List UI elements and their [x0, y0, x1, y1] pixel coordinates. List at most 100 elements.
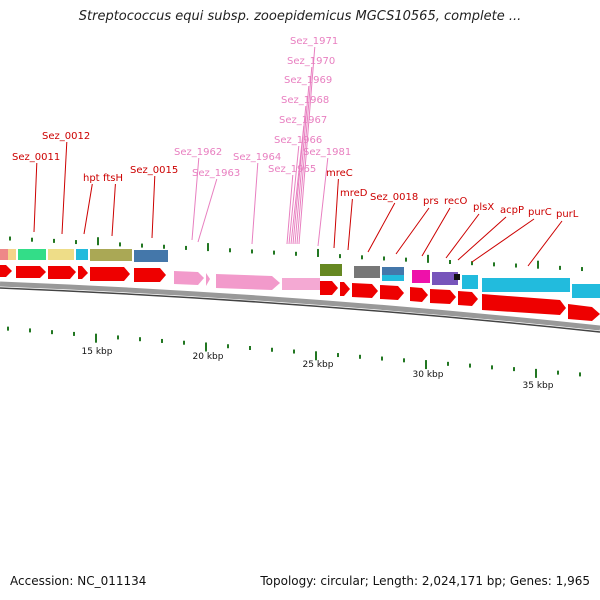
- gene-label[interactable]: Sez_1964: [233, 152, 281, 163]
- gene-label[interactable]: Sez_0015: [130, 165, 178, 176]
- feature-block[interactable]: [382, 267, 404, 275]
- feature-block[interactable]: [482, 278, 570, 292]
- map-title: Streptococcus equi subsp. zooepidemicus …: [78, 9, 522, 24]
- cds-arrow[interactable]: [16, 266, 46, 278]
- cds-arrow[interactable]: [380, 285, 404, 300]
- cds-arrow[interactable]: [320, 281, 338, 295]
- leader-line: [33, 162, 38, 233]
- cds-arrow[interactable]: [48, 266, 76, 279]
- leader-line: [296, 66, 313, 245]
- gene-label[interactable]: Sez_1968: [281, 95, 329, 106]
- scale-label: 25 kbp: [303, 360, 334, 370]
- feature-block[interactable]: [282, 278, 320, 290]
- leader-line: [197, 178, 218, 243]
- feature-track-pink: [174, 271, 320, 290]
- leader-line: [111, 183, 116, 237]
- gene-label[interactable]: mreC: [326, 168, 353, 179]
- genome-backbone: [0, 281, 600, 331]
- gene-label[interactable]: Sez_1969: [284, 75, 332, 86]
- cds-arrow[interactable]: [340, 282, 350, 296]
- leader-line: [83, 183, 93, 235]
- feature-block[interactable]: [8, 249, 16, 260]
- leader-line: [333, 178, 339, 249]
- gene-label[interactable]: Sez_1962: [174, 147, 222, 158]
- cds-arrow[interactable]: [410, 287, 428, 302]
- leader-line: [288, 145, 300, 245]
- feature-block[interactable]: [382, 275, 404, 281]
- feature-block[interactable]: [462, 275, 478, 289]
- feature-block[interactable]: [412, 270, 430, 283]
- cds-arrow[interactable]: [0, 265, 12, 277]
- cds-arrow[interactable]: [568, 304, 600, 321]
- feature-arrow[interactable]: [174, 271, 204, 285]
- summary-text: Topology: circular; Length: 2,024,171 bp…: [260, 574, 590, 588]
- tick-row-bottom: [7, 326, 581, 378]
- leader-line: [298, 46, 316, 245]
- leader-line: [471, 218, 535, 263]
- feature-block[interactable]: [76, 249, 88, 260]
- cds-arrow[interactable]: [78, 266, 88, 279]
- leader-line: [347, 198, 353, 251]
- gene-label[interactable]: purC: [528, 207, 552, 218]
- feature-block[interactable]: [572, 284, 600, 298]
- feature-block[interactable]: [134, 250, 168, 262]
- leader-line: [191, 157, 200, 241]
- gene-label[interactable]: Sez_0012: [42, 131, 90, 142]
- cds-arrow[interactable]: [352, 283, 378, 298]
- gene-label[interactable]: Sez_1966: [274, 135, 322, 146]
- feature-block[interactable]: [0, 249, 8, 260]
- gene-label[interactable]: plsX: [473, 202, 494, 213]
- feature-arrow[interactable]: [206, 273, 210, 286]
- gene-label[interactable]: Sez_1967: [279, 115, 327, 126]
- gene-label[interactable]: hpt: [83, 173, 100, 184]
- leader-line: [286, 174, 294, 245]
- leader-line: [395, 207, 430, 255]
- gene-label[interactable]: purL: [556, 209, 579, 220]
- gene-label[interactable]: Sez_1970: [287, 56, 335, 67]
- feature-block[interactable]: [18, 249, 46, 260]
- gene-label[interactable]: Sez_0011: [12, 152, 60, 163]
- feature-block[interactable]: [90, 249, 132, 261]
- cds-arrow[interactable]: [482, 294, 566, 315]
- leader-line: [421, 207, 451, 257]
- scale-label: 15 kbp: [82, 347, 113, 357]
- accession-text: Accession: NC_011134: [10, 574, 147, 588]
- cds-arrow[interactable]: [458, 291, 478, 306]
- leader-line: [292, 105, 307, 245]
- cds-arrow[interactable]: [134, 268, 166, 282]
- tick-row-top: [9, 236, 583, 272]
- genome-backbone-shadow: [0, 287, 600, 333]
- gene-label[interactable]: Sez_1981: [303, 147, 351, 158]
- leader-line: [251, 162, 259, 245]
- leader-line: [445, 213, 480, 259]
- feature-block[interactable]: [454, 274, 460, 280]
- gene-label[interactable]: Sez_1963: [192, 168, 240, 179]
- gene-label[interactable]: recO: [444, 196, 468, 207]
- feature-block[interactable]: [354, 266, 380, 278]
- scale-label: 20 kbp: [193, 352, 224, 362]
- cds-arrow[interactable]: [430, 289, 456, 304]
- gene-label[interactable]: Sez_1971: [290, 36, 338, 47]
- gene-label[interactable]: Sez_1965: [268, 164, 316, 175]
- leader-line: [294, 85, 310, 245]
- gene-label[interactable]: mreD: [340, 188, 368, 199]
- gene-label[interactable]: ftsH: [103, 173, 123, 184]
- leader-line: [61, 141, 68, 235]
- gene-label[interactable]: Sez_0018: [370, 192, 418, 203]
- feature-block[interactable]: [432, 272, 458, 285]
- leader-line: [317, 157, 329, 247]
- leader-line: [151, 175, 156, 239]
- feature-arrow[interactable]: [216, 274, 280, 290]
- cds-arrow[interactable]: [90, 267, 130, 281]
- leader-line: [367, 202, 396, 253]
- scale-labels: 15 kbp 20 kbp 25 kbp 30 kbp 35 kbp: [82, 347, 554, 391]
- leader-line: [527, 220, 563, 267]
- gene-label[interactable]: acpP: [500, 205, 524, 216]
- cds-track: [0, 265, 600, 321]
- feature-block[interactable]: [48, 249, 74, 260]
- feature-block[interactable]: [320, 264, 342, 276]
- gene-label[interactable]: prs: [423, 196, 439, 207]
- feature-track-outer: [0, 249, 600, 298]
